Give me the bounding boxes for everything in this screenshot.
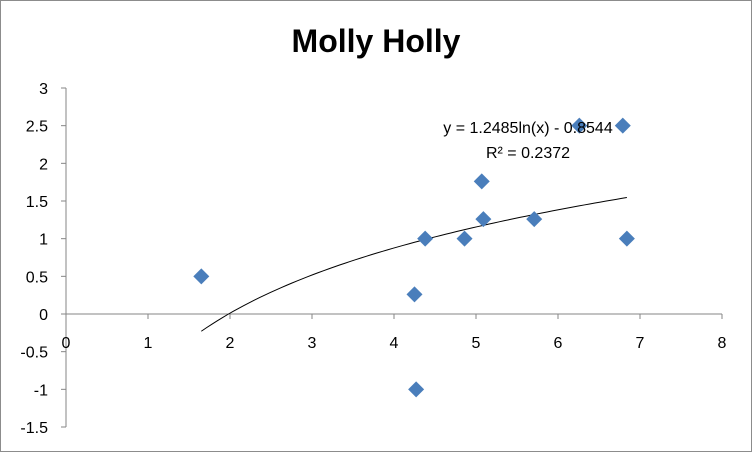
x-tick-label: 4 [390,335,399,352]
x-tick-label: 0 [62,335,71,352]
data-point [417,230,434,247]
x-tick-label: 5 [472,335,481,352]
y-tick-label: -0.5 [20,345,48,362]
y-tick-label: 1.5 [26,194,48,211]
chart-title: Molly Holly [292,23,461,59]
x-tick-label: 2 [226,335,235,352]
y-tick-label: -1 [34,382,48,399]
data-point [193,268,210,285]
data-point [614,117,631,134]
data-point [475,211,492,228]
trendline [201,197,627,332]
y-tick-label: 2 [39,156,48,173]
trendline-equation: y = 1.2485ln(x) - 0.8544 [443,120,613,137]
y-tick-label: 2.5 [26,119,48,136]
data-point [618,230,635,247]
trendline-group [201,197,627,332]
y-tick-label: -1.5 [20,420,48,437]
trendline-r-squared: R² = 0.2372 [486,145,570,162]
x-tick-label: 8 [718,335,727,352]
y-tick-label: 1 [39,232,48,249]
data-point [526,211,543,228]
y-tick-label: 3 [39,81,48,98]
x-tick-label: 6 [554,335,563,352]
y-tick-label: 0 [39,307,48,324]
x-tick-label: 3 [308,335,317,352]
x-tick-label: 7 [636,335,645,352]
data-points [193,117,635,398]
data-point [408,381,425,398]
x-tick-label: 1 [144,335,153,352]
axes: -1.5 -1 -0.5 0 0.5 1 1.5 2 2.5 3 0 1 2 3 4 5 6 7 8 [20,81,726,437]
y-tick-label: 0.5 [26,269,48,286]
data-point [456,230,473,247]
data-point [571,117,588,134]
data-point [406,286,423,303]
data-point [473,173,490,190]
